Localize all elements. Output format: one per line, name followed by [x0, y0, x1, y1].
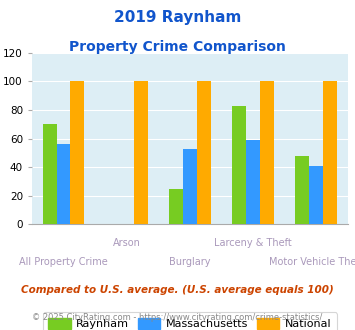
Legend: Raynham, Massachusetts, National: Raynham, Massachusetts, National [43, 312, 337, 330]
Bar [260, 82, 274, 224]
Text: Arson: Arson [113, 238, 141, 248]
Text: All Property Crime: All Property Crime [19, 257, 108, 267]
Text: Motor Vehicle Theft: Motor Vehicle Theft [269, 257, 355, 267]
Bar [232, 106, 246, 224]
Bar [183, 148, 197, 224]
Bar [295, 156, 309, 224]
Bar [323, 82, 337, 224]
Bar [309, 166, 323, 224]
Bar [43, 124, 56, 224]
Bar [197, 82, 211, 224]
Text: 2019 Raynham: 2019 Raynham [114, 10, 241, 25]
Text: Burglary: Burglary [169, 257, 211, 267]
Bar [169, 189, 183, 224]
Text: Compared to U.S. average. (U.S. average equals 100): Compared to U.S. average. (U.S. average … [21, 285, 334, 295]
Text: Larceny & Theft: Larceny & Theft [214, 238, 292, 248]
Bar [134, 82, 148, 224]
Text: © 2025 CityRating.com - https://www.cityrating.com/crime-statistics/: © 2025 CityRating.com - https://www.city… [32, 313, 323, 322]
Text: Property Crime Comparison: Property Crime Comparison [69, 40, 286, 53]
Bar [71, 82, 84, 224]
Bar [246, 140, 260, 224]
Bar [56, 144, 71, 224]
